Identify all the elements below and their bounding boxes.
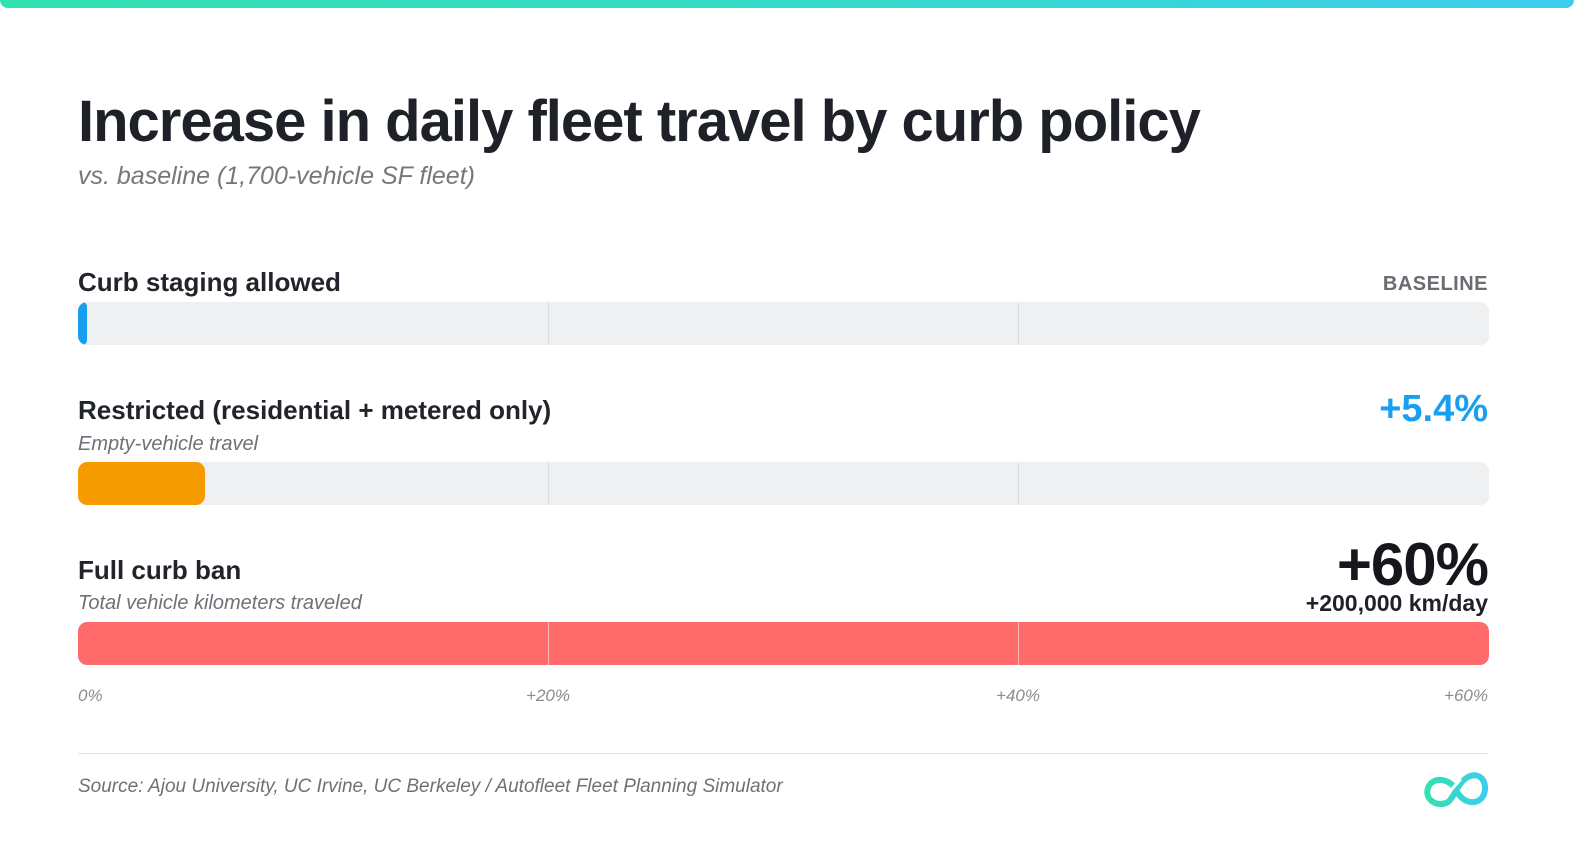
tick-label-0: 0% [78,686,103,705]
bar-track-restricted [78,462,1489,505]
infinity-logo-icon [1424,772,1488,808]
source-note: Source: Ajou University, UC Irvine, UC B… [78,776,783,797]
row-value-baseline: BASELINE [1382,273,1488,295]
tick-label-60: +60% [1444,686,1488,705]
grid-line-20 [548,622,549,665]
grid-line-40 [1018,622,1019,665]
bar-curb-staging-allowed [78,302,87,345]
row-label-restricted: Restricted (residential + metered only) [78,395,552,425]
chart-title: Increase in daily fleet travel by curb p… [78,89,1201,154]
grid-line-40 [1018,462,1019,505]
row-sublabel-empty-vehicle-travel: Empty-vehicle travel [78,433,259,455]
row-label-full-curb-ban: Full curb ban [78,555,242,585]
row-extra-value-km-per-day: +200,000 km/day [1305,590,1488,616]
tick-label-20: +20% [526,686,570,705]
grid-line-20 [548,462,549,505]
bar-track-curb-staging-allowed [78,302,1489,345]
bar-full-curb-ban [78,622,1489,665]
bar-restricted [78,462,205,505]
row-value-full-curb-ban: +60% [1336,531,1489,598]
tick-label-40: +40% [996,686,1040,705]
footer-divider [78,753,1489,754]
grid-line-40 [1018,302,1019,345]
row-value-restricted: +5.4% [1379,388,1488,430]
row-sublabel-total-vkt: Total vehicle kilometers traveled [78,592,362,614]
chart-subtitle: vs. baseline (1,700-vehicle SF fleet) [78,162,475,190]
bar-track-full-curb-ban [78,622,1489,665]
grid-line-20 [548,302,549,345]
row-label-curb-staging-allowed: Curb staging allowed [78,267,341,297]
top-accent-strip [0,0,1574,8]
